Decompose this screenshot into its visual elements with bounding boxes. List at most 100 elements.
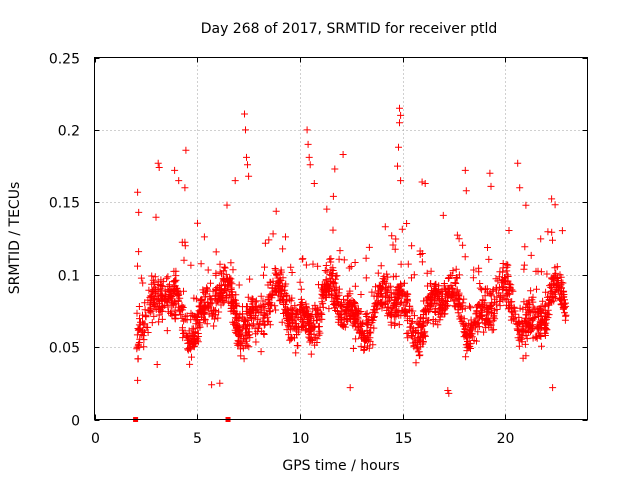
data-point bbox=[487, 321, 495, 329]
data-point bbox=[327, 266, 335, 274]
data-point bbox=[135, 248, 143, 256]
data-point bbox=[507, 305, 515, 313]
data-point bbox=[527, 251, 535, 259]
data-point bbox=[237, 352, 245, 360]
data-point bbox=[482, 285, 489, 293]
data-point bbox=[145, 286, 153, 294]
data-point bbox=[495, 273, 503, 281]
data-point bbox=[351, 282, 359, 290]
data-point bbox=[449, 267, 457, 275]
data-point bbox=[231, 318, 239, 326]
data-point bbox=[561, 304, 568, 312]
data-point bbox=[184, 333, 192, 341]
data-point bbox=[168, 295, 176, 303]
data-point bbox=[370, 306, 378, 314]
data-point bbox=[397, 177, 405, 185]
data-point bbox=[221, 286, 229, 294]
data-point bbox=[137, 274, 145, 282]
data-point bbox=[434, 321, 442, 329]
data-point bbox=[161, 302, 169, 309]
data-point bbox=[188, 311, 196, 319]
data-point bbox=[140, 343, 148, 351]
data-point bbox=[352, 316, 360, 323]
data-point bbox=[197, 260, 205, 268]
data-point bbox=[387, 321, 395, 329]
data-point bbox=[500, 283, 508, 291]
data-point bbox=[381, 223, 389, 231]
data-point bbox=[178, 314, 186, 322]
y-tick-label: 0.1 bbox=[58, 269, 80, 285]
data-point bbox=[469, 274, 477, 282]
data-points bbox=[133, 104, 570, 422]
data-point bbox=[516, 330, 524, 338]
data-point bbox=[280, 286, 288, 294]
data-point bbox=[278, 318, 286, 326]
data-point bbox=[481, 292, 489, 300]
data-point bbox=[455, 235, 463, 243]
data-point bbox=[357, 342, 365, 350]
data-point bbox=[378, 290, 386, 298]
data-point bbox=[417, 313, 425, 321]
data-point bbox=[178, 303, 186, 310]
data-point bbox=[351, 259, 359, 266]
data-point bbox=[134, 188, 142, 196]
y-tick-label: 0.05 bbox=[49, 341, 80, 357]
data-point bbox=[203, 320, 211, 328]
data-point bbox=[498, 279, 506, 287]
data-point bbox=[261, 239, 269, 247]
data-point bbox=[523, 335, 531, 343]
data-point bbox=[308, 310, 316, 318]
data-point bbox=[142, 313, 150, 321]
data-point bbox=[419, 338, 427, 346]
data-point bbox=[549, 236, 556, 244]
data-point bbox=[194, 219, 201, 227]
data-point bbox=[467, 304, 475, 312]
chart-title: Day 268 of 2017, SRMTID for receiver ptl… bbox=[201, 21, 498, 37]
data-point bbox=[417, 323, 425, 331]
data-point bbox=[362, 310, 370, 318]
data-point bbox=[272, 280, 280, 288]
data-point bbox=[304, 309, 312, 317]
data-point bbox=[561, 316, 569, 324]
data-point bbox=[135, 208, 143, 216]
data-point bbox=[395, 321, 403, 329]
data-point bbox=[201, 316, 209, 324]
data-point bbox=[445, 389, 453, 397]
data-point bbox=[499, 296, 507, 304]
data-point bbox=[227, 300, 235, 307]
data-point bbox=[487, 292, 495, 300]
data-point bbox=[133, 331, 141, 339]
data-point bbox=[139, 320, 147, 328]
data-point bbox=[209, 312, 217, 320]
data-point bbox=[150, 312, 158, 320]
data-point bbox=[377, 262, 385, 270]
data-point bbox=[387, 305, 395, 313]
data-point bbox=[367, 324, 375, 332]
data-point bbox=[313, 316, 321, 324]
data-point bbox=[318, 294, 326, 302]
data-point bbox=[416, 318, 424, 326]
data-point bbox=[289, 313, 297, 321]
data-point bbox=[491, 298, 498, 306]
data-point bbox=[504, 261, 512, 269]
data-point bbox=[247, 297, 255, 305]
data-point bbox=[322, 287, 330, 295]
data-point bbox=[305, 320, 313, 328]
data-point bbox=[548, 195, 556, 203]
data-point bbox=[476, 280, 484, 287]
data-point bbox=[531, 305, 539, 313]
data-point bbox=[479, 304, 487, 312]
data-point bbox=[248, 315, 255, 323]
data-point bbox=[447, 291, 455, 299]
data-point bbox=[136, 325, 144, 333]
data-point bbox=[217, 301, 225, 309]
data-point bbox=[329, 226, 337, 234]
data-point bbox=[165, 288, 173, 295]
data-point bbox=[245, 172, 253, 180]
data-point bbox=[414, 334, 422, 342]
data-point bbox=[448, 272, 456, 279]
data-point bbox=[231, 177, 239, 185]
data-point bbox=[441, 286, 449, 294]
data-point bbox=[403, 290, 411, 298]
